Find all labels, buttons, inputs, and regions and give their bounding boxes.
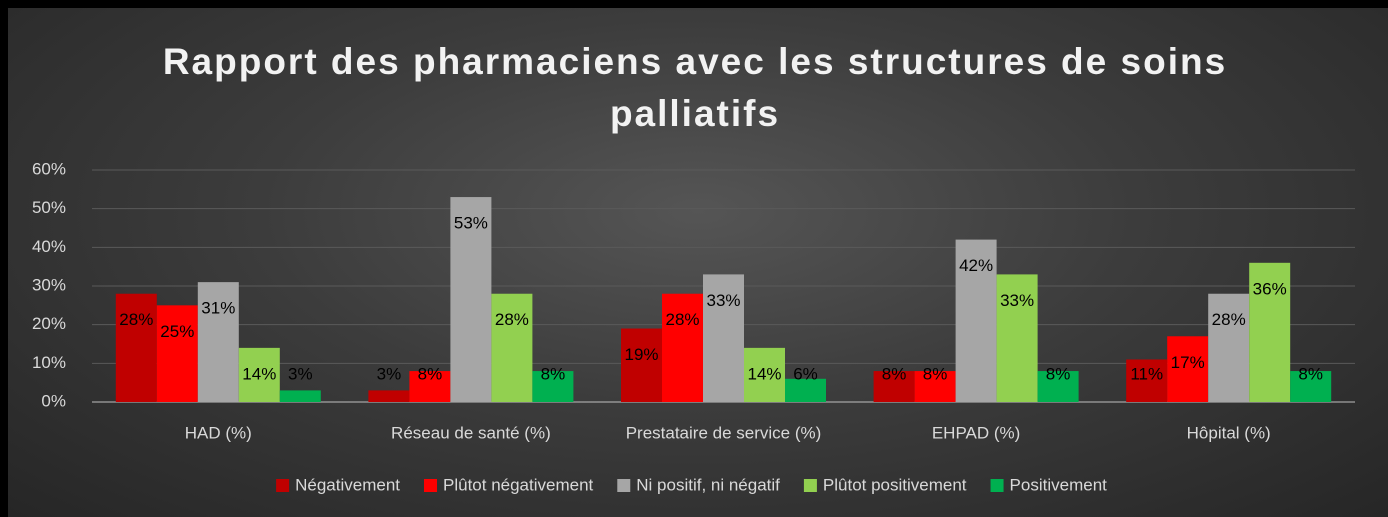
- legend-swatch: [424, 479, 438, 492]
- chart-title: Rapport des pharmaciens avec les structu…: [162, 41, 1228, 134]
- x-tick-label: Prestataire de service (%): [626, 423, 822, 442]
- data-label: 42%: [959, 256, 993, 275]
- legend-swatch: [617, 479, 631, 492]
- bar: [1037, 371, 1079, 402]
- bar: [1167, 336, 1209, 402]
- data-label: 31%: [201, 299, 235, 318]
- bar: [409, 371, 451, 402]
- data-label: 19%: [624, 345, 658, 364]
- bar: [873, 371, 915, 402]
- data-label: 6%: [793, 364, 818, 383]
- bar: [785, 378, 826, 402]
- bar: [955, 239, 997, 402]
- data-label: 53%: [454, 214, 488, 233]
- data-label: 33%: [1000, 291, 1034, 310]
- bar: [238, 347, 280, 402]
- x-tick-label: HAD (%): [185, 423, 252, 442]
- data-label: 8%: [1046, 364, 1071, 383]
- legend-label: Plûtot négativement: [443, 475, 594, 494]
- data-label: 8%: [882, 364, 907, 383]
- legend-swatch: [276, 479, 290, 492]
- bar: [1290, 371, 1332, 402]
- bar: [1249, 262, 1291, 402]
- bar: [197, 282, 239, 402]
- bar: [532, 371, 574, 402]
- legend-label: Plûtot positivement: [823, 475, 967, 494]
- data-label: 8%: [1298, 364, 1323, 383]
- y-tick-label: 10%: [32, 353, 66, 372]
- y-tick-label: 40%: [32, 237, 66, 256]
- data-label: 28%: [1212, 310, 1246, 329]
- data-label: 28%: [495, 310, 529, 329]
- data-label: 8%: [541, 364, 566, 383]
- bar: [1208, 293, 1250, 402]
- data-label: 8%: [923, 364, 948, 383]
- data-label: 36%: [1253, 279, 1287, 298]
- x-tick-label: EHPAD (%): [932, 423, 1020, 442]
- bar: [703, 274, 744, 402]
- bar: [621, 328, 662, 402]
- legend-swatch: [990, 479, 1004, 492]
- data-label: 28%: [119, 310, 153, 329]
- data-label: 33%: [706, 291, 740, 310]
- x-tick-label: Réseau de santé (%): [391, 423, 551, 442]
- legend-label: Négativement: [295, 475, 400, 494]
- y-tick-label: 60%: [32, 159, 66, 178]
- data-label: 11%: [1130, 364, 1163, 383]
- bar: [156, 305, 198, 402]
- bar: [1126, 359, 1168, 402]
- data-label: 8%: [418, 364, 443, 383]
- legend-label: Positivement: [1010, 475, 1108, 494]
- bar: [450, 197, 492, 402]
- data-label: 25%: [160, 322, 194, 341]
- bar: [744, 347, 785, 402]
- data-label: 14%: [747, 364, 781, 383]
- data-label: 3%: [377, 364, 402, 383]
- y-tick-label: 0%: [41, 391, 66, 410]
- bar: [115, 293, 157, 402]
- data-label: 28%: [665, 310, 699, 329]
- x-tick-label: Hôpital (%): [1187, 423, 1271, 442]
- y-tick-label: 30%: [32, 275, 66, 294]
- bar: [662, 293, 703, 402]
- chart-background: [8, 8, 1388, 517]
- legend-swatch: [803, 479, 817, 492]
- data-label: 17%: [1171, 353, 1205, 372]
- data-label: 14%: [242, 364, 276, 383]
- legend-label: Ni positif, ni négatif: [636, 475, 780, 494]
- y-tick-label: 20%: [32, 314, 66, 333]
- bar: [914, 371, 956, 402]
- y-tick-label: 50%: [32, 198, 66, 217]
- bar: [996, 274, 1038, 402]
- bar: [491, 293, 533, 402]
- bar: [368, 390, 410, 402]
- bar: [279, 390, 321, 402]
- data-label: 3%: [288, 364, 313, 383]
